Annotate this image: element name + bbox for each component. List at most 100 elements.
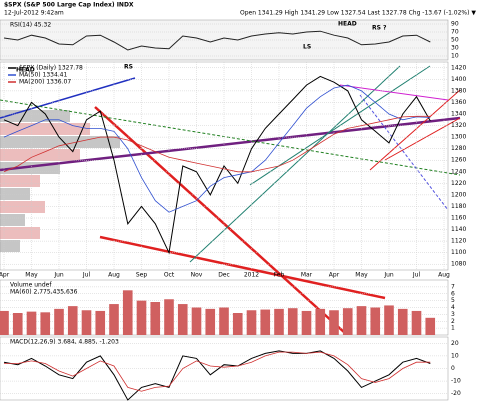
- y-tick-label: 1240: [451, 168, 466, 175]
- y-tick-label: 1: [451, 325, 455, 332]
- panel-sublabel: MA(60) 2,775,435,636: [10, 289, 78, 296]
- annotation: LS: [303, 44, 311, 51]
- bar: [54, 308, 64, 335]
- bar: [136, 300, 147, 335]
- y-tick-label: 1140: [451, 226, 466, 233]
- bar: [81, 310, 92, 335]
- legend-label: MA(50) 1334.41: [19, 72, 67, 79]
- bar: [329, 310, 339, 335]
- x-tick-label: Jun: [383, 272, 394, 279]
- y-tick-label: 3: [451, 311, 455, 318]
- quote: Open 1341.29 High 1341.29 Low 1327.54 La…: [240, 10, 476, 17]
- x-tick-label: Jun: [53, 272, 64, 279]
- panel-label: RSI(14) 45.32: [10, 22, 51, 29]
- y-tick-label: 1180: [451, 203, 466, 210]
- chart-subtitle: 12-Jul-2012 9:42am: [4, 10, 64, 17]
- panel-label: Volume undef: [10, 282, 52, 289]
- y-tick-label: 1420: [451, 64, 466, 71]
- y-tick-label: 10: [451, 53, 459, 60]
- bar: [370, 307, 381, 335]
- panel-label: MACD(12,26,9) 3.684, 4.885, -1.203: [10, 339, 119, 346]
- y-tick-label: 1200: [451, 191, 466, 198]
- x-tick-label: Dec: [218, 272, 230, 279]
- y-tick-label: -20: [451, 390, 461, 397]
- bar: [315, 308, 326, 335]
- bar: [397, 308, 408, 335]
- bar: [0, 310, 9, 335]
- x-tick-label: 2012: [244, 272, 259, 279]
- x-tick-label: Jul: [82, 272, 91, 279]
- bar: [40, 312, 51, 335]
- x-tick-label: Apr: [329, 272, 340, 279]
- y-tick-label: 1260: [451, 157, 466, 164]
- bar: [246, 310, 257, 335]
- bar: [301, 310, 312, 335]
- y-tick-label: 50: [451, 37, 459, 44]
- bar: [95, 310, 106, 335]
- trendlines: [0, 65, 461, 334]
- series-line: [3, 115, 431, 173]
- y-tick-label: 20: [451, 340, 459, 347]
- bar: [425, 317, 436, 335]
- y-tick-label: 2: [451, 318, 455, 325]
- y-tick-label: -10: [451, 378, 461, 385]
- y-tick-label: 0: [451, 365, 455, 372]
- bar: [150, 302, 161, 335]
- bar: [274, 308, 284, 335]
- annotation: HEAD: [16, 67, 35, 74]
- bar: [232, 313, 243, 335]
- series-line: [3, 30, 431, 51]
- x-tick-label: Aug: [438, 272, 450, 279]
- bar: [12, 313, 23, 335]
- annotation: RS: [124, 64, 133, 71]
- y-tick-label: 70: [451, 29, 459, 36]
- bar: [177, 304, 188, 335]
- annotation: HEAD: [338, 21, 357, 28]
- series-line: [3, 84, 431, 213]
- y-tick-label: 90: [451, 21, 459, 28]
- y-tick-label: 1160: [451, 215, 466, 222]
- bar: [26, 311, 37, 335]
- y-tick-label: 1100: [451, 249, 466, 256]
- y-tick-label: 1120: [451, 238, 466, 245]
- bar: [164, 299, 174, 335]
- bar: [191, 307, 202, 335]
- bar: [411, 310, 422, 335]
- y-tick-label: 1220: [451, 180, 466, 187]
- x-tick-label: Nov: [191, 272, 203, 279]
- y-tick-label: 1380: [451, 87, 466, 94]
- y-tick-label: 1280: [451, 145, 466, 152]
- y-tick-label: 1360: [451, 99, 466, 106]
- y-tick-label: 7: [451, 283, 455, 290]
- x-tick-label: Jul: [412, 272, 421, 279]
- bar: [205, 308, 216, 335]
- y-tick-label: 5: [451, 297, 455, 304]
- series-line: [3, 350, 431, 401]
- y-tick-label: 1320: [451, 122, 466, 129]
- x-tick-label: Apr: [0, 272, 10, 279]
- y-tick-label: 1300: [451, 134, 466, 141]
- y-tick-label: 1400: [451, 76, 466, 83]
- y-tick-label: 4: [451, 304, 455, 311]
- legend-label: $SPX (Daily) 1327.78: [19, 65, 83, 72]
- x-tick-label: Aug: [108, 272, 120, 279]
- legend-label: MA(200) 1336.07: [19, 79, 71, 86]
- bar: [384, 305, 394, 335]
- y-tick-label: 30: [451, 45, 459, 52]
- x-tick-label: May: [25, 272, 38, 279]
- y-tick-label: 1080: [451, 261, 466, 268]
- y-tick-label: 1340: [451, 111, 466, 118]
- bar: [342, 308, 353, 335]
- bar: [356, 306, 367, 335]
- x-tick-label: Sep: [136, 272, 148, 279]
- bar: [67, 306, 78, 335]
- series-line: [3, 75, 431, 255]
- bar: [287, 308, 298, 335]
- bar: [122, 290, 133, 335]
- y-tick-label: 6: [451, 290, 455, 297]
- x-tick-label: Feb: [274, 272, 285, 279]
- bar: [260, 309, 271, 335]
- x-tick-label: Oct: [164, 272, 175, 279]
- annotation: RS ?: [372, 25, 387, 32]
